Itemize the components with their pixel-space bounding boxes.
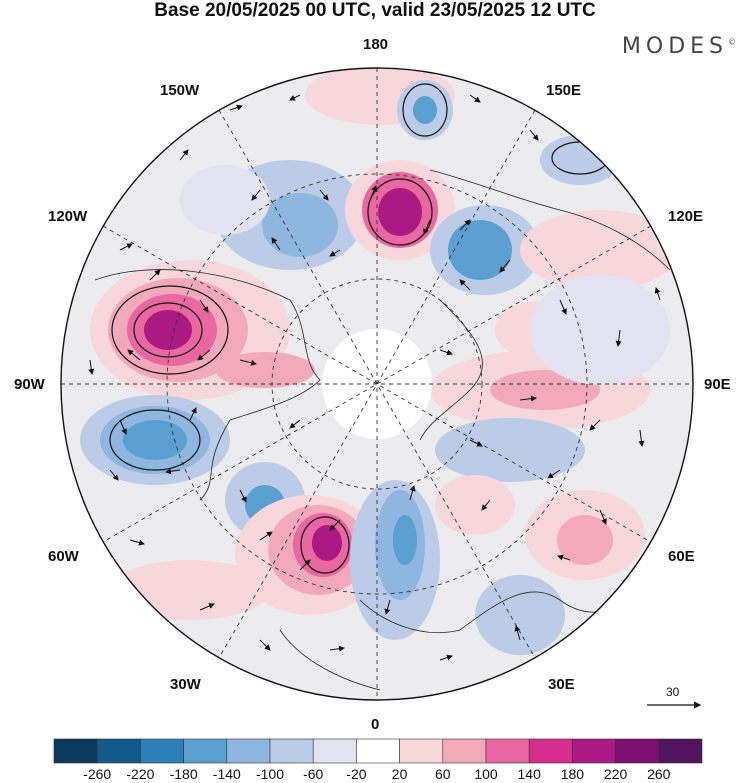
colorbar-tick-label: -60 — [303, 766, 323, 782]
colorbar-swatch — [399, 738, 444, 764]
colorbar-swatch — [226, 738, 271, 764]
colorbar-tick-label: -220 — [126, 766, 154, 782]
graticule — [61, 68, 693, 700]
map-border — [60, 67, 694, 701]
lon-label-90e: 90E — [704, 376, 731, 393]
lon-label-30e: 30E — [548, 676, 575, 693]
lon-label-90w: 90W — [14, 376, 45, 393]
colorbar-tick-label: 220 — [604, 766, 628, 782]
colorbar-swatch — [572, 738, 616, 764]
colorbar-swatch — [615, 738, 660, 764]
lon-label-60e: 60E — [668, 548, 695, 565]
colorbar-swatch — [312, 738, 357, 764]
wind-vectors — [88, 94, 661, 661]
lon-label-120e: 120E — [668, 208, 704, 225]
colorbar-tick-label: 180 — [561, 766, 585, 782]
colorbar-swatch — [528, 738, 573, 764]
lon-label-150e: 150E — [546, 82, 582, 99]
colorbar-tick-label: -20 — [346, 766, 366, 782]
colorbar-tick-label: -100 — [256, 766, 284, 782]
colorbar-tick-label: 140 — [518, 766, 542, 782]
lon-label-30w: 30W — [170, 676, 201, 693]
colorbar-swatch — [485, 738, 530, 764]
coastlines — [94, 169, 671, 691]
map-title: Base 20/05/2025 00 UTC, valid 23/05/2025… — [154, 0, 596, 21]
modes-logo: MODES© — [621, 34, 736, 59]
vector-scale-label: 30 — [666, 685, 680, 699]
colorbar-swatch — [96, 738, 141, 764]
colorbar-tick-label: -260 — [83, 766, 111, 782]
anomaly-fields — [80, 68, 680, 655]
colorbar-swatch — [183, 738, 228, 764]
lon-label-60w: 60W — [48, 548, 79, 565]
colorbar: -260 -220 -180 -140 -100 -60 -20 20 60 100 140 180 2… — [53, 738, 703, 782]
lon-label-150w: 150W — [160, 82, 200, 99]
lon-label-180: 180 — [363, 36, 389, 53]
colorbar-swatch — [356, 738, 400, 764]
map-disk — [61, 68, 693, 700]
lon-label-120w: 120W — [48, 208, 88, 225]
colorbar-swatch — [442, 738, 487, 764]
colorbar-tick-label: -180 — [170, 766, 198, 782]
lon-label-0: 0 — [371, 716, 380, 733]
colorbar-tick-label: -140 — [213, 766, 241, 782]
colorbar-swatch — [53, 738, 98, 764]
colorbar-swatch — [140, 738, 184, 764]
colorbar-tick-label: 100 — [474, 766, 498, 782]
colorbar-tick-label: 60 — [435, 766, 451, 782]
colorbar-tick-label: 260 — [647, 766, 671, 782]
height-contours — [109, 83, 609, 574]
colorbar-tick-label: 20 — [392, 766, 408, 782]
colorbar-swatch — [269, 738, 314, 764]
colorbar-swatch — [658, 738, 703, 764]
